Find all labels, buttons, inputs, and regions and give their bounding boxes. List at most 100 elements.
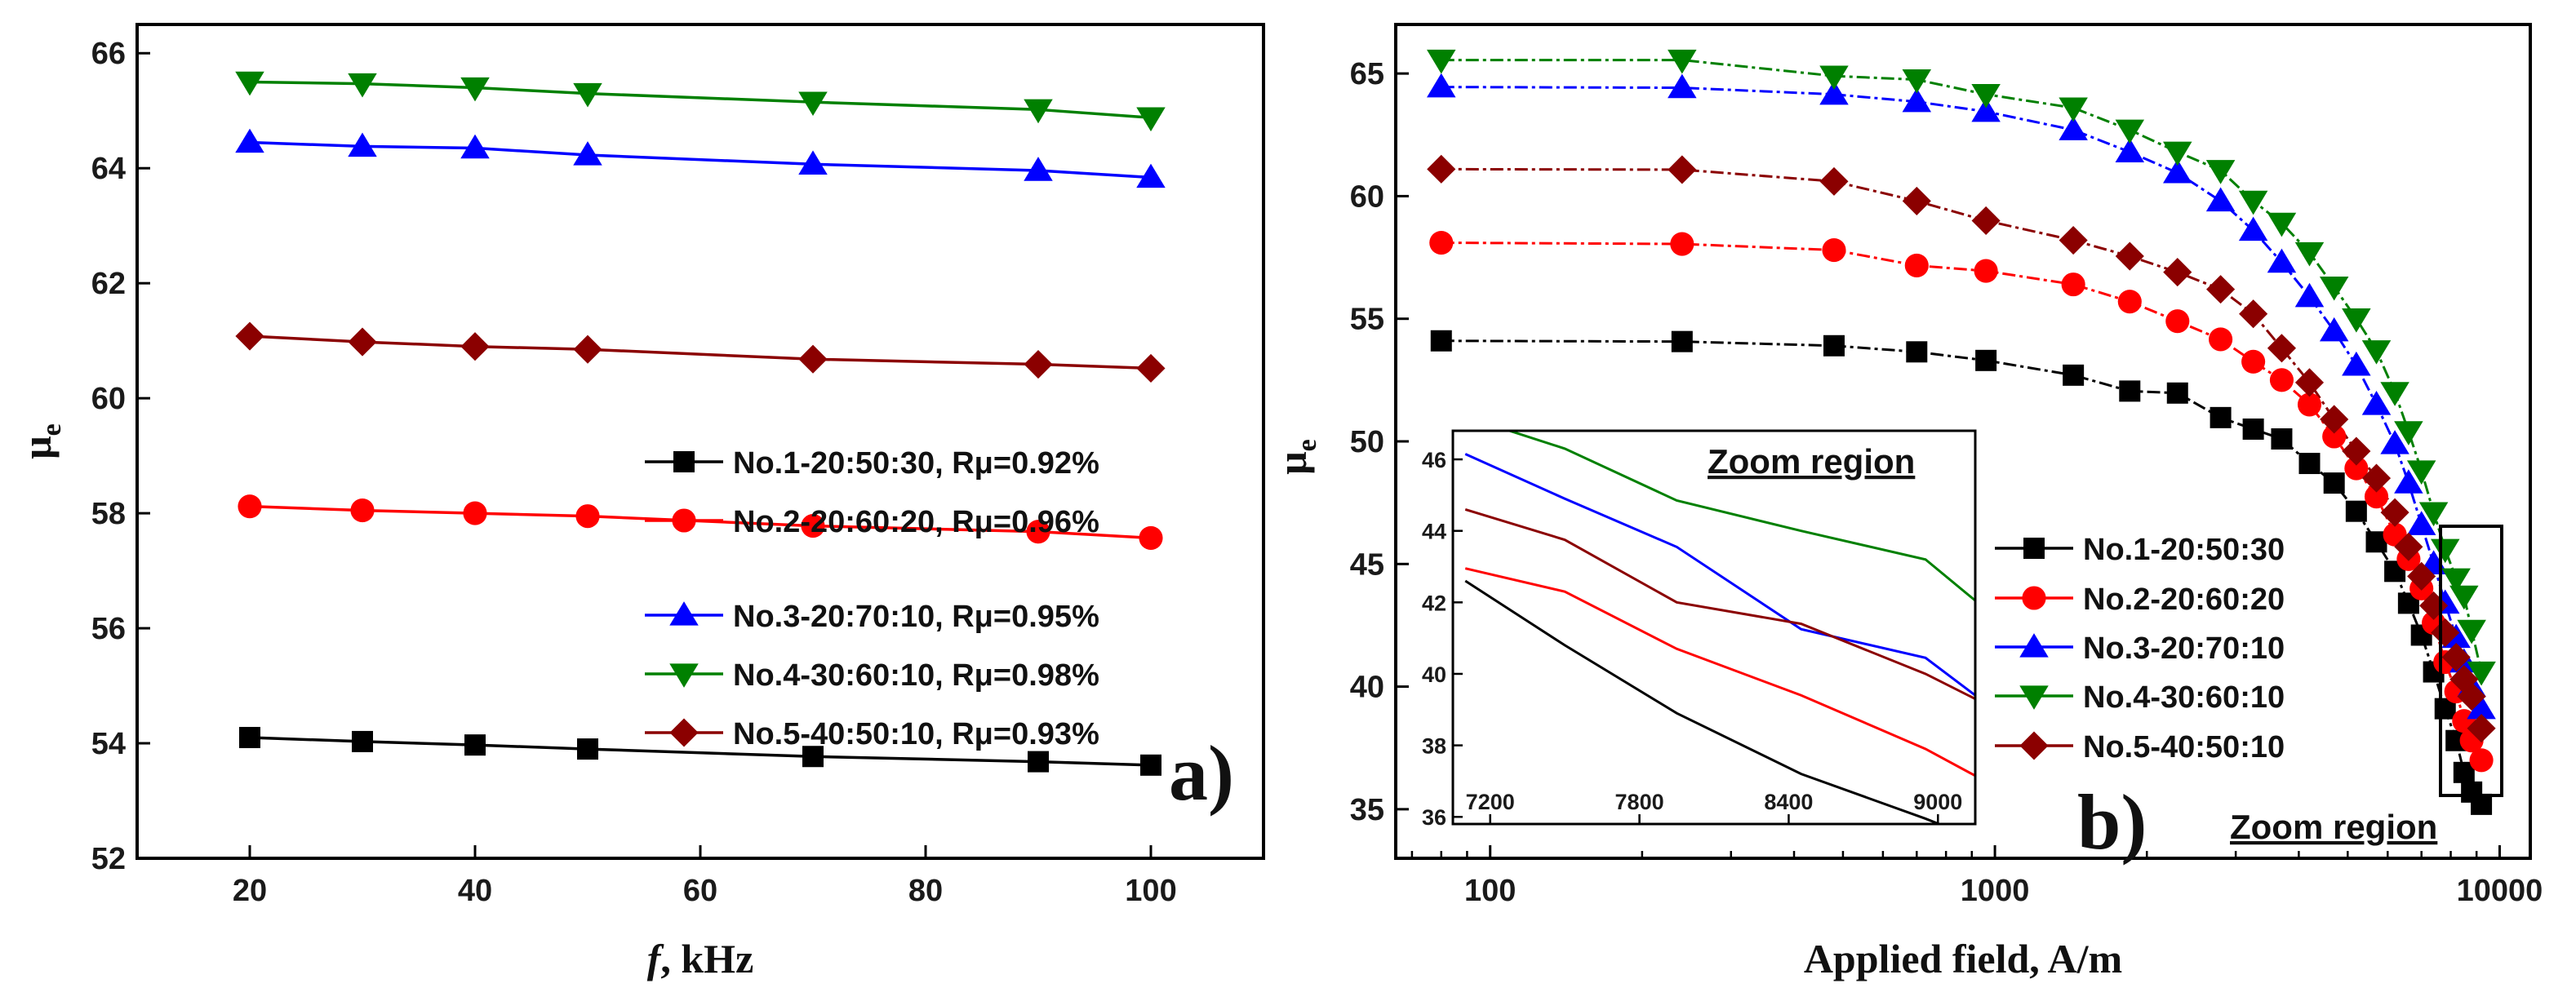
chart-a-ticks: 20 40 60 80 100 52 54 56 58 60 62 64 66 [91, 37, 1177, 908]
chart-b-ylabel-sub: e [1292, 439, 1322, 451]
chart-b-data-point [1902, 186, 1931, 215]
chart-a-ytick-label: 58 [91, 497, 126, 531]
chart-b-data-point [2323, 472, 2345, 494]
chart-b-zoom-annotation: Zoom region [2230, 808, 2437, 846]
chart-a-ytick-label: 60 [91, 382, 126, 416]
chart-b-data-point [2166, 382, 2188, 404]
chart-b-ytick-label: 45 [1350, 547, 1384, 582]
chart-b-data-point [2115, 138, 2145, 162]
legend-label: No.4-30:60:10 [2083, 680, 2285, 715]
chart-a-xlabel-rest: , kHz [660, 936, 753, 981]
chart-a-ytick-label: 62 [91, 267, 126, 301]
chart-b-data-point [2239, 299, 2268, 329]
chart-a-data-point [573, 82, 602, 108]
chart-a-data-point [577, 738, 598, 760]
chart-b-data-point [2205, 187, 2236, 212]
chart-a-data-point [238, 494, 262, 519]
chart-b-data-point [2059, 97, 2088, 122]
legend-marker [673, 451, 695, 472]
legend-marker [669, 663, 699, 688]
chart-b-data-point [1427, 49, 1456, 74]
chart-b-data-point [2361, 340, 2392, 365]
chart-a-data-point [1024, 99, 1053, 124]
chart-a-panel-label: a) [1169, 729, 1234, 817]
chart-b-data-point [2267, 248, 2297, 273]
chart-b-data-point [1819, 65, 1849, 91]
chart-b-ytick-label: 65 [1350, 57, 1384, 91]
chart-b-data-point [1823, 335, 1845, 357]
chart-a-series-line [249, 80, 1152, 119]
chart-b-data-point [2467, 694, 2496, 720]
chart-a-legend: No.1-20:50:30, Rμ=0.92% No.2-20:60:20, Rμ… [645, 446, 1099, 751]
chart-b-data-point [2380, 382, 2409, 406]
legend-marker [2019, 731, 2049, 760]
chart-b-data-point [2063, 364, 2085, 386]
chart-b-data-point [1668, 49, 1697, 74]
chart-a-data-point [464, 734, 486, 756]
chart-b-data-point [2115, 241, 2144, 271]
chart-a-xlabel-italic: f [647, 936, 664, 981]
chart-a-series-line [249, 335, 1152, 370]
chart-b-data-point [1427, 73, 1456, 98]
legend-label: No.2-20:60:20, Rμ=0.96% [733, 505, 1099, 539]
chart-b-data-point [1902, 87, 1932, 113]
chart-a-ytick-label: 56 [91, 612, 126, 646]
chart-a-data-point [1136, 163, 1166, 188]
chart-b-data-point [2238, 190, 2268, 215]
chart-b-data-point [2469, 748, 2494, 773]
chart-b-data-point [2467, 714, 2496, 743]
chart-a-data-point [463, 501, 487, 525]
legend-label: No.4-30:60:10, Rμ=0.98% [733, 658, 1099, 693]
legend-label: No.3-20:70:10, Rμ=0.95% [733, 600, 1099, 634]
chart-b-data-point [2457, 682, 2486, 711]
chart-b-data-point [2294, 368, 2325, 397]
legend-marker [669, 601, 699, 626]
chart-b-ylabel: μe [1269, 439, 1322, 474]
chart-a-data-point [1024, 157, 1053, 181]
chart-a-data-point [573, 141, 602, 166]
chart-b-data-point [2298, 453, 2321, 475]
chart-b-data-point [2419, 591, 2449, 620]
chart-b-legend: No.1-20:50:30 No.2-20:60:20 No.3-20:70:10 N… [1995, 533, 2285, 764]
legend-label: No.5-40:50:10 [2083, 730, 2285, 764]
chart-b-data-point [1430, 330, 1452, 352]
inset-xtick-label: 8400 [1764, 790, 1813, 814]
inset-frame [1451, 429, 1977, 826]
chart-a-data-point [460, 77, 490, 102]
chart-a-xtick-label: 20 [233, 874, 267, 908]
chart-a-data-point [802, 746, 824, 768]
chart-b-data-point [2115, 119, 2145, 144]
inset-series-line [1464, 453, 1975, 697]
chart-a-data-point [801, 514, 825, 538]
chart-b-data-point [2319, 276, 2349, 301]
chart-a-xtick-label: 80 [908, 874, 943, 908]
inset-ytick-label: 36 [1422, 805, 1446, 830]
chart-a-ytick-label: 54 [91, 727, 126, 761]
chart-b-data-point [2394, 421, 2423, 445]
chart-b-data-point [2361, 463, 2392, 493]
chart-b-data-point [1904, 253, 1929, 278]
chart-a-data-point [235, 321, 264, 351]
chart-a-data-point [352, 730, 373, 752]
chart-a-data-point [235, 128, 264, 153]
chart-b-data-point [2294, 282, 2325, 308]
chart-a-data-point [460, 332, 490, 361]
chart-a-data-point [1028, 751, 1049, 773]
chart-a-data-point [1139, 525, 1163, 550]
chart-a-data-point [235, 71, 264, 96]
legend-marker [672, 508, 696, 533]
inset-series-lines [1464, 431, 1975, 824]
inset-ticks: 7200 7800 8400 9000 36 38 40 42 44 46 [1422, 448, 1962, 830]
chart-b-data-point [1668, 73, 1697, 99]
legend-marker [2022, 586, 2046, 610]
chart-b-data-point [2457, 619, 2486, 645]
chart-b-data-point [1974, 259, 1998, 283]
chart-b-data-point [2344, 456, 2369, 481]
chart-b-data-point [2165, 309, 2190, 334]
chart-b-data-point [2441, 642, 2471, 672]
chart-a-data-point [798, 91, 828, 117]
inset-series-line [1464, 567, 1975, 778]
legend-marker [2019, 685, 2049, 710]
chart-a-data-point [350, 498, 375, 523]
